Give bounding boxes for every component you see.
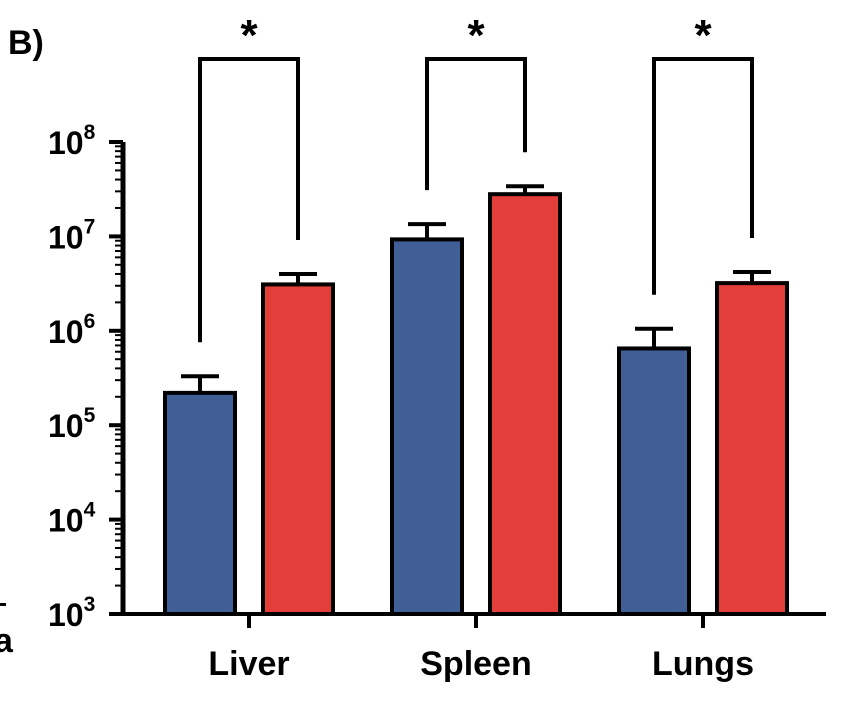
x-tick-label: Spleen — [420, 645, 531, 683]
axes-layer — [109, 140, 826, 628]
error-bar — [506, 184, 544, 195]
y-tick-label: 103 — [48, 593, 95, 633]
error-bars-layer — [181, 184, 771, 393]
panel-label: B) — [8, 24, 44, 62]
y-tick-label: 104 — [48, 499, 96, 539]
y-tick-label: 108 — [48, 121, 96, 161]
x-tick-label: Liver — [208, 645, 289, 683]
edge-fragment-text: a — [0, 622, 13, 660]
significance-bracket — [198, 57, 300, 343]
y-tick-label: 105 — [48, 404, 96, 444]
edge-fragment-tick — [0, 603, 6, 606]
bar — [390, 237, 464, 616]
significance-asterisk: * — [694, 11, 712, 60]
error-bar — [181, 374, 219, 393]
error-bar — [733, 269, 771, 284]
error-bar — [408, 222, 446, 240]
significance-asterisk: * — [240, 11, 258, 60]
bar — [261, 282, 335, 616]
labels-layer: 103 104 105 106 107 108 Liver Spleen Lungs — [48, 121, 754, 683]
significance-asterisk: * — [467, 11, 485, 60]
bar — [488, 192, 562, 616]
significance-bracket — [652, 57, 754, 295]
x-tick-label: Lungs — [652, 645, 754, 683]
significance-bracket — [425, 57, 527, 191]
error-bar — [279, 271, 317, 285]
y-tick-label: 107 — [48, 215, 95, 255]
bar — [617, 346, 691, 616]
bar — [715, 281, 789, 616]
significance-layer: * * * — [198, 11, 754, 343]
y-tick-label: 106 — [48, 310, 95, 350]
bars-layer — [163, 192, 789, 616]
bar — [163, 390, 237, 616]
error-bar — [635, 326, 673, 349]
